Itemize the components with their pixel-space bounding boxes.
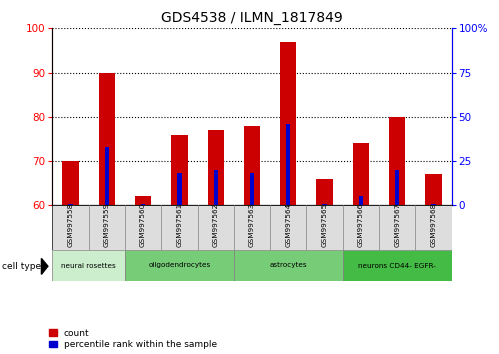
Polygon shape <box>41 258 48 274</box>
Text: neural rosettes: neural rosettes <box>61 263 116 268</box>
Bar <box>322 204 327 205</box>
Text: GSM997568: GSM997568 <box>431 203 437 247</box>
Bar <box>389 117 405 205</box>
Text: neurons CD44- EGFR-: neurons CD44- EGFR- <box>358 263 436 268</box>
Bar <box>343 250 452 281</box>
Bar <box>105 147 109 205</box>
Bar <box>244 126 260 205</box>
Text: oligodendrocytes: oligodendrocytes <box>148 263 211 268</box>
Bar <box>177 173 182 205</box>
Text: GSM997563: GSM997563 <box>249 203 255 247</box>
Bar <box>359 196 363 205</box>
Text: GSM997564: GSM997564 <box>285 203 291 247</box>
Bar <box>68 204 73 205</box>
Text: GSM997566: GSM997566 <box>358 203 364 247</box>
Bar <box>425 174 442 205</box>
Text: GSM997561: GSM997561 <box>177 203 183 247</box>
Bar <box>52 250 125 281</box>
Text: cell type: cell type <box>2 262 41 271</box>
Bar <box>395 170 399 205</box>
Text: astrocytes: astrocytes <box>269 263 307 268</box>
Text: GSM997558: GSM997558 <box>67 203 73 247</box>
Legend: count, percentile rank within the sample: count, percentile rank within the sample <box>49 329 217 349</box>
Bar <box>234 250 343 281</box>
Bar <box>99 73 115 205</box>
Text: GSM997559: GSM997559 <box>104 203 110 247</box>
Title: GDS4538 / ILMN_1817849: GDS4538 / ILMN_1817849 <box>161 11 343 24</box>
Bar <box>171 135 188 205</box>
Bar <box>208 130 224 205</box>
Bar <box>280 41 296 205</box>
Bar <box>125 250 234 281</box>
Bar <box>353 143 369 205</box>
Bar <box>286 124 290 205</box>
Text: GSM997565: GSM997565 <box>321 203 327 247</box>
Bar <box>250 173 254 205</box>
Bar <box>214 170 218 205</box>
Text: GSM997560: GSM997560 <box>140 203 146 247</box>
Bar <box>141 204 145 205</box>
Bar <box>316 179 333 205</box>
Bar <box>431 204 436 205</box>
Text: GSM997567: GSM997567 <box>394 203 400 247</box>
Bar <box>135 196 151 205</box>
Bar <box>62 161 79 205</box>
Text: GSM997562: GSM997562 <box>213 203 219 247</box>
